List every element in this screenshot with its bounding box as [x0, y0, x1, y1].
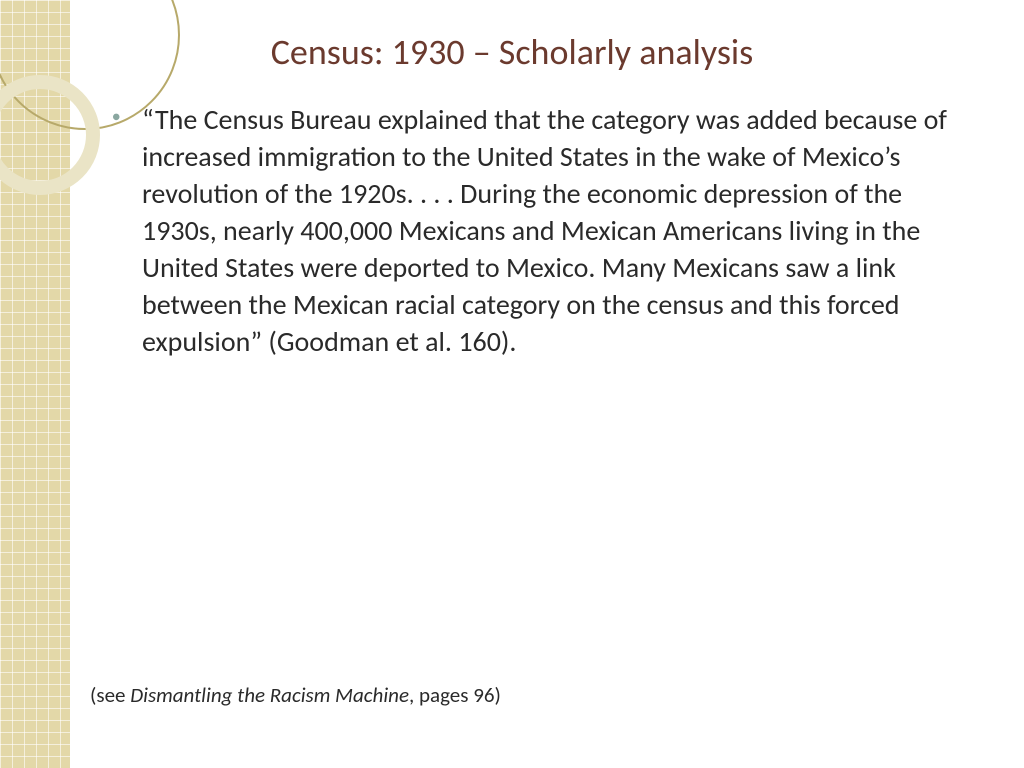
bullet-list: “The Census Bureau explained that the ca…: [110, 102, 974, 361]
footnote-italic: Dismantling the Racism Machine: [130, 682, 409, 708]
slide-content: Census: 1930 – Scholarly analysis “The C…: [0, 0, 1024, 768]
bullet-item: “The Census Bureau explained that the ca…: [110, 102, 974, 361]
footnote: (see Dismantling the Racism Machine, pag…: [90, 682, 501, 708]
slide-title: Census: 1930 – Scholarly analysis: [50, 30, 974, 74]
footnote-suffix: , pages 96): [409, 682, 501, 708]
footnote-prefix: (see: [90, 682, 130, 708]
